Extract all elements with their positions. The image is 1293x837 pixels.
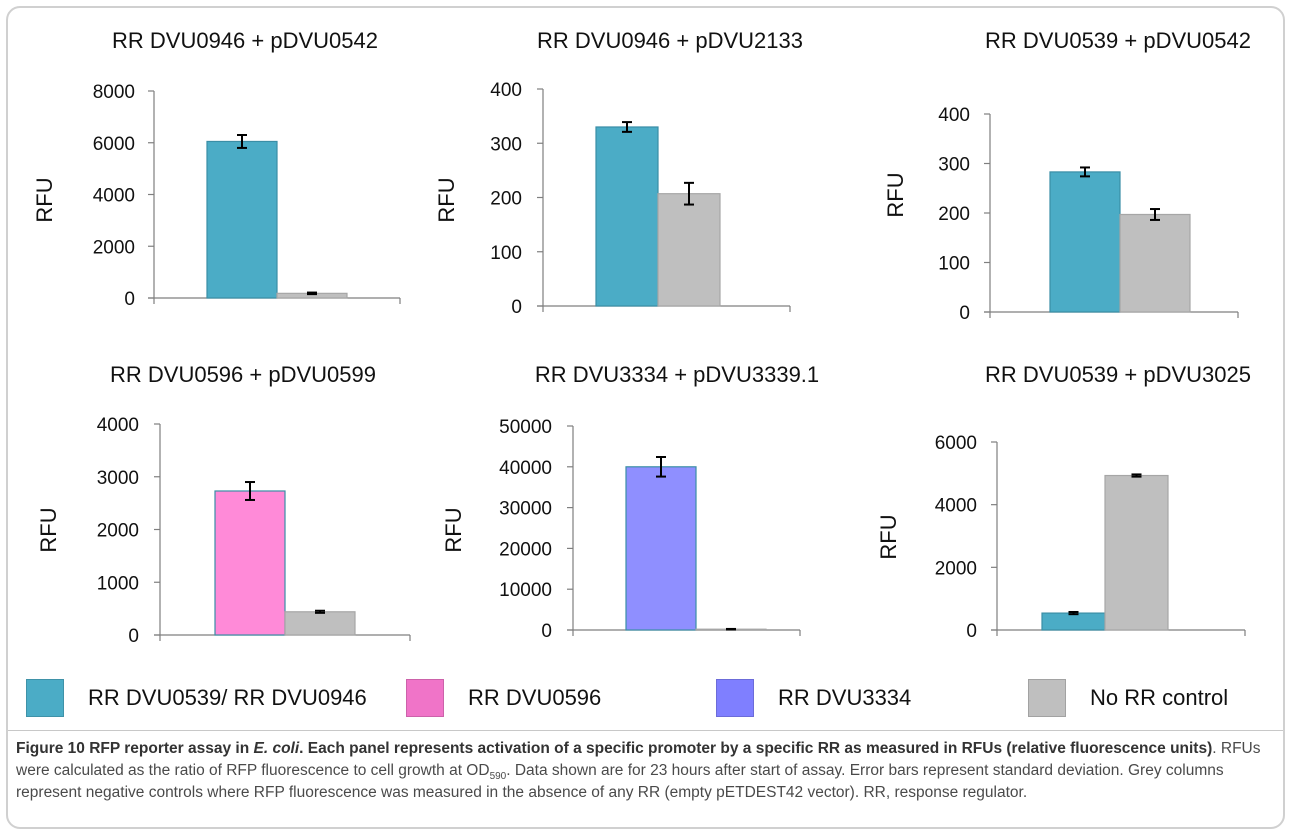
legend-swatch	[406, 679, 444, 717]
y-tick-label: 0	[959, 303, 970, 324]
y-tick-label: 0	[128, 626, 139, 647]
legend-swatch	[1028, 679, 1066, 717]
y-tick-label: 1000	[97, 573, 139, 594]
caption-title-italic: E. coli	[253, 740, 300, 757]
y-tick-label: 200	[938, 204, 970, 225]
y-tick-label: 4000	[97, 415, 139, 436]
y-tick-label: 0	[124, 289, 135, 310]
y-tick-label: 6000	[935, 433, 977, 454]
chart-title: RR DVU0539 + pDVU0542	[985, 28, 1251, 53]
chart-title: RR DVU0539 + pDVU3025	[985, 362, 1251, 387]
y-tick-label: 0	[966, 621, 977, 642]
y-tick-label: 0	[541, 621, 552, 642]
caption-figure-label: Figure 10	[16, 740, 85, 757]
bar	[214, 490, 286, 636]
caption-divider	[8, 730, 1283, 731]
chart-panel-1: RR DVU0946 + pDVU0542 0 2000 4000 6000 8000 RF…	[32, 28, 401, 310]
y-axis-label: RFU	[441, 507, 466, 552]
y-tick-label: 2000	[93, 237, 135, 258]
chart-panel-5: RR DVU3334 + pDVU3339.1 0 10000 20000 30000 4…	[441, 362, 819, 642]
bar	[1041, 612, 1106, 631]
figure-caption: Figure 10 RFP reporter assay in E. coli.…	[16, 738, 1276, 804]
caption-title-post: .	[299, 740, 304, 757]
y-tick-label: 300	[938, 155, 970, 176]
legend-item-rr-dvu0596: RR DVU0596	[406, 676, 601, 720]
y-tick-label: 8000	[93, 82, 135, 103]
y-tick-label: 40000	[499, 458, 552, 479]
y-tick-label: 0	[511, 297, 522, 318]
caption-od-subscript: 590	[489, 771, 507, 783]
legend-item-no-rr-control: No RR control	[1028, 676, 1228, 720]
y-tick-label: 30000	[499, 499, 552, 520]
caption-title-pre: RFP reporter assay in	[89, 740, 254, 757]
bar	[595, 126, 659, 307]
legend-item-rr-dvu3334: RR DVU3334	[716, 676, 911, 720]
legend-label: RR DVU0596	[468, 685, 602, 710]
caption-title: RFP reporter assay in E. coli. Each pane…	[89, 740, 1212, 757]
y-tick-label: 4000	[93, 186, 135, 207]
y-tick-label: 400	[490, 80, 522, 101]
y-tick-label: 20000	[499, 539, 552, 560]
y-axis-label: RFU	[32, 177, 57, 222]
y-tick-label: 6000	[93, 134, 135, 155]
bar	[625, 466, 697, 631]
bar	[657, 193, 721, 307]
caption-body-2: . Data shown are for 23 hours after star…	[16, 762, 1224, 801]
legend-label: RR DVU3334	[778, 685, 912, 710]
legend-label: RR DVU0539/ RR DVU0946	[88, 685, 367, 710]
y-tick-label: 100	[490, 243, 522, 264]
y-tick-label: 300	[490, 134, 522, 155]
chart-title: RR DVU3334 + pDVU3339.1	[535, 362, 819, 387]
caption-body-1: . RFUs were calculated as the ratio of R…	[16, 740, 1261, 779]
bar	[284, 611, 356, 636]
y-tick-label: 4000	[935, 496, 977, 517]
y-tick-label: 10000	[499, 580, 552, 601]
y-tick-label: 400	[938, 105, 970, 126]
chart-panel-6: RR DVU0539 + pDVU3025 0 2000 4000 6000 RFU	[876, 362, 1251, 642]
chart-panel-4: RR DVU0596 + pDVU0599 0 1000 2000 3000 4000 RF…	[36, 362, 411, 647]
y-axis-label: RFU	[883, 172, 908, 217]
y-axis-label: RFU	[434, 177, 459, 222]
legend-swatch	[26, 679, 64, 717]
chart-title: RR DVU0946 + pDVU0542	[112, 28, 378, 53]
caption-bold-rest: Each panel represents activation of a sp…	[307, 740, 1213, 757]
y-tick-label: 200	[490, 189, 522, 210]
y-tick-label: 2000	[97, 521, 139, 542]
bar	[1049, 171, 1121, 313]
chart-panel-3: RR DVU0539 + pDVU0542 0 100 200 300 400 RFU	[883, 28, 1251, 324]
y-axis-label: RFU	[36, 507, 61, 552]
bar	[206, 140, 278, 299]
legend-swatch	[716, 679, 754, 717]
y-tick-label: 3000	[97, 468, 139, 489]
legend-label: No RR control	[1090, 685, 1229, 710]
legend-item-rr-dvu0539-dvu0946: RR DVU0539/ RR DVU0946	[26, 676, 367, 720]
chart-title: RR DVU0946 + pDVU2133	[537, 28, 803, 53]
y-tick-label: 2000	[935, 558, 977, 579]
y-tick-label: 50000	[499, 417, 552, 438]
figure-charts: RR DVU0946 + pDVU054202000400060008000RF…	[32, 28, 1251, 647]
figure-legend: RR DVU0539/ RR DVU0946 RR DVU0596 RR DVU…	[26, 676, 1276, 720]
chart-title: RR DVU0596 + pDVU0599	[110, 362, 376, 387]
bar	[1104, 474, 1169, 631]
bar	[1119, 213, 1191, 313]
chart-panel-2: RR DVU0946 + pDVU2133 0 100 200 300 400 RFU	[434, 28, 803, 318]
y-tick-label: 100	[938, 254, 970, 275]
y-axis-label: RFU	[876, 514, 901, 559]
